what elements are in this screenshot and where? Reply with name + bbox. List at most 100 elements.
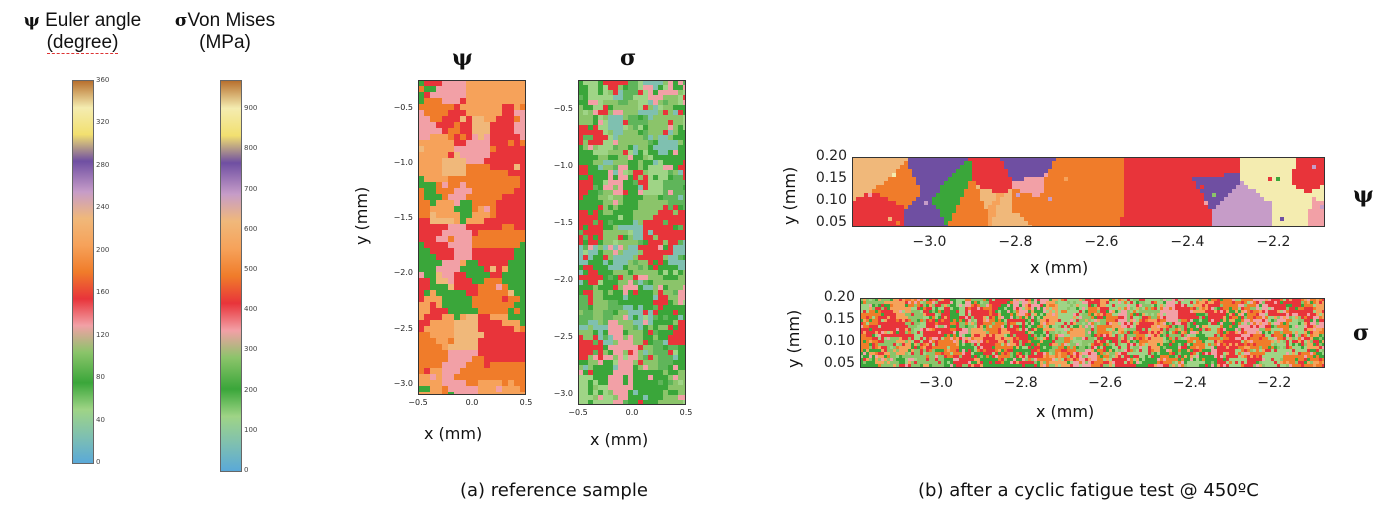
heatmap-cell	[578, 150, 584, 156]
heatmap-cell	[1124, 189, 1129, 194]
heatmap-cell	[668, 220, 674, 226]
heatmap-cell	[1296, 189, 1301, 194]
heatmap-cell	[638, 250, 644, 256]
heatmap-cell	[490, 236, 497, 243]
heatmap-cell	[514, 344, 521, 351]
heatmap-cell	[418, 356, 425, 363]
heatmap-cell	[508, 86, 515, 93]
heatmap-cell	[490, 272, 497, 279]
heatmap-cell	[608, 125, 614, 131]
heatmap-cell	[1216, 169, 1221, 174]
heatmap-cell	[653, 155, 659, 161]
heatmap-cell	[520, 344, 526, 351]
heatmap-cell	[484, 92, 491, 99]
heatmap-cell	[1164, 169, 1169, 174]
heatmap-cell	[628, 275, 634, 281]
heatmap-cell	[430, 188, 437, 195]
heatmap-cell	[1224, 221, 1229, 226]
heatmap-cell	[940, 193, 945, 198]
heatmap-cell	[1168, 177, 1173, 182]
heatmap-cell	[658, 185, 664, 191]
heatmap-cell	[460, 242, 467, 249]
heatmap-cell	[436, 206, 443, 213]
heatmap-cell	[1202, 301, 1206, 305]
heatmap-cell	[618, 300, 624, 306]
heatmap-cell	[608, 375, 614, 381]
heatmap-cell	[653, 190, 659, 196]
heatmap-cell	[653, 135, 659, 141]
heatmap-cell	[1136, 169, 1141, 174]
heatmap-cell	[1260, 201, 1265, 206]
heatmap-cell	[1212, 181, 1217, 186]
heatmap-cell	[1040, 213, 1045, 218]
heatmap-cell	[1064, 205, 1069, 210]
heatmap-cell	[1104, 213, 1109, 218]
heatmap-cell	[1036, 201, 1041, 206]
heatmap-cell	[578, 190, 584, 196]
heatmap-cell	[992, 177, 997, 182]
heatmap-cell	[668, 140, 674, 146]
heatmap-cell	[460, 266, 467, 273]
heatmap-cell	[418, 362, 425, 369]
heatmap-cell	[1284, 173, 1289, 178]
heatmap-cell	[436, 158, 443, 165]
heatmap-cell	[1244, 177, 1249, 182]
heatmap-cell	[1036, 213, 1041, 218]
heatmap-cell	[1220, 301, 1224, 305]
heatmap-cell	[618, 85, 624, 91]
heatmap-cell	[926, 304, 930, 308]
heatmap-cell	[678, 185, 684, 191]
heatmap-cell	[593, 80, 599, 86]
heatmap-cell	[583, 160, 589, 166]
heatmap-cell	[1012, 157, 1017, 162]
y-tick-label: 0.05	[815, 213, 847, 230]
heatmap-cell	[653, 165, 659, 171]
heatmap-cell	[872, 169, 877, 174]
heatmap-cell	[653, 305, 659, 311]
heatmap-cell	[1156, 177, 1161, 182]
heatmap-cell	[593, 85, 599, 91]
heatmap-cell	[852, 217, 857, 222]
heatmap-cell	[984, 185, 989, 190]
heatmap-cell	[508, 128, 515, 135]
heatmap-cell	[1013, 301, 1017, 305]
heatmap-cell	[658, 200, 664, 206]
heatmap-cell	[1204, 161, 1209, 166]
heatmap-cell	[1316, 205, 1321, 210]
heatmap-cell	[663, 145, 669, 151]
heatmap-cell	[678, 225, 684, 231]
heatmap-cell	[668, 170, 674, 176]
heatmap-cell	[618, 235, 624, 241]
heatmap-cell	[588, 295, 594, 301]
heatmap-cell	[1204, 157, 1209, 162]
heatmap-cell	[588, 90, 594, 96]
heatmap-cell	[583, 400, 589, 405]
heatmap-cell	[1276, 165, 1281, 170]
heatmap-cell	[1044, 217, 1049, 222]
heatmap-cell	[598, 335, 604, 341]
colorbar-tick: 240	[96, 203, 110, 212]
heatmap-cell	[628, 145, 634, 151]
heatmap-cell	[972, 173, 977, 178]
heatmap-cell	[1288, 217, 1293, 222]
heatmap-cell	[952, 209, 957, 214]
heatmap-cell	[628, 235, 634, 241]
heatmap-cell	[1280, 197, 1285, 202]
heatmap-cell	[1168, 193, 1173, 198]
heatmap-cell	[658, 105, 664, 111]
heatmap-cell	[603, 210, 609, 216]
heatmap-cell	[683, 260, 686, 266]
heatmap-cell	[908, 301, 912, 305]
heatmap-cell	[448, 86, 455, 93]
heatmap-cell	[424, 116, 431, 123]
heatmap-cell	[1187, 298, 1191, 302]
heatmap-cell	[508, 242, 515, 249]
heatmap-cell	[1060, 181, 1065, 186]
heatmap-cell	[1028, 304, 1032, 308]
heatmap-cell	[1176, 185, 1181, 190]
panel-a-sigma-xlabel: x (mm)	[590, 430, 649, 449]
heatmap-cell	[472, 122, 479, 129]
heatmap-cell	[514, 260, 521, 267]
heatmap-cell	[1016, 165, 1021, 170]
heatmap-cell	[424, 170, 431, 177]
